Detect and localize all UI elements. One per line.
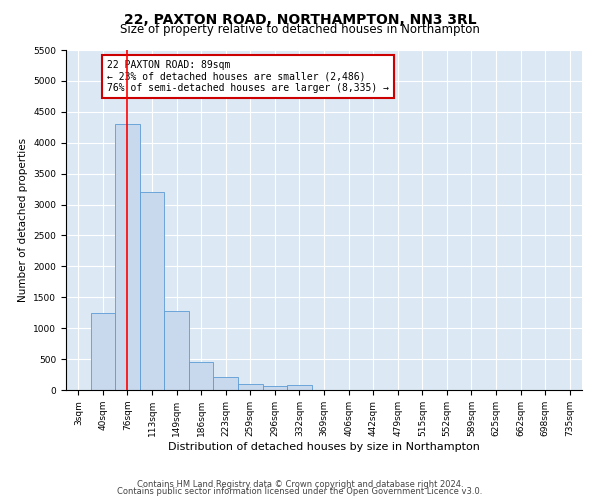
Text: 22, PAXTON ROAD, NORTHAMPTON, NN3 3RL: 22, PAXTON ROAD, NORTHAMPTON, NN3 3RL: [124, 12, 476, 26]
Y-axis label: Number of detached properties: Number of detached properties: [18, 138, 28, 302]
Bar: [164, 311, 189, 390]
Text: Size of property relative to detached houses in Northampton: Size of property relative to detached ho…: [120, 22, 480, 36]
Bar: [263, 386, 287, 390]
Bar: [189, 362, 214, 390]
Text: 22 PAXTON ROAD: 89sqm
← 23% of detached houses are smaller (2,486)
76% of semi-d: 22 PAXTON ROAD: 89sqm ← 23% of detached …: [107, 60, 389, 94]
Bar: [238, 384, 263, 390]
Bar: [214, 376, 238, 390]
Bar: [140, 192, 164, 390]
Text: Contains public sector information licensed under the Open Government Licence v3: Contains public sector information licen…: [118, 487, 482, 496]
Text: Contains HM Land Registry data © Crown copyright and database right 2024.: Contains HM Land Registry data © Crown c…: [137, 480, 463, 489]
X-axis label: Distribution of detached houses by size in Northampton: Distribution of detached houses by size …: [168, 442, 480, 452]
Bar: [115, 124, 140, 390]
Bar: [287, 386, 312, 390]
Bar: [91, 312, 115, 390]
